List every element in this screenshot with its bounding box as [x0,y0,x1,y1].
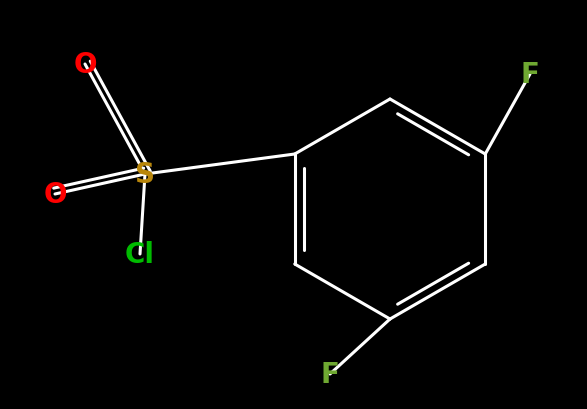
Text: O: O [73,51,97,79]
Text: F: F [521,61,539,89]
Text: O: O [43,180,67,209]
Text: S: S [135,161,155,189]
Text: Cl: Cl [125,240,155,268]
Text: F: F [321,360,339,388]
